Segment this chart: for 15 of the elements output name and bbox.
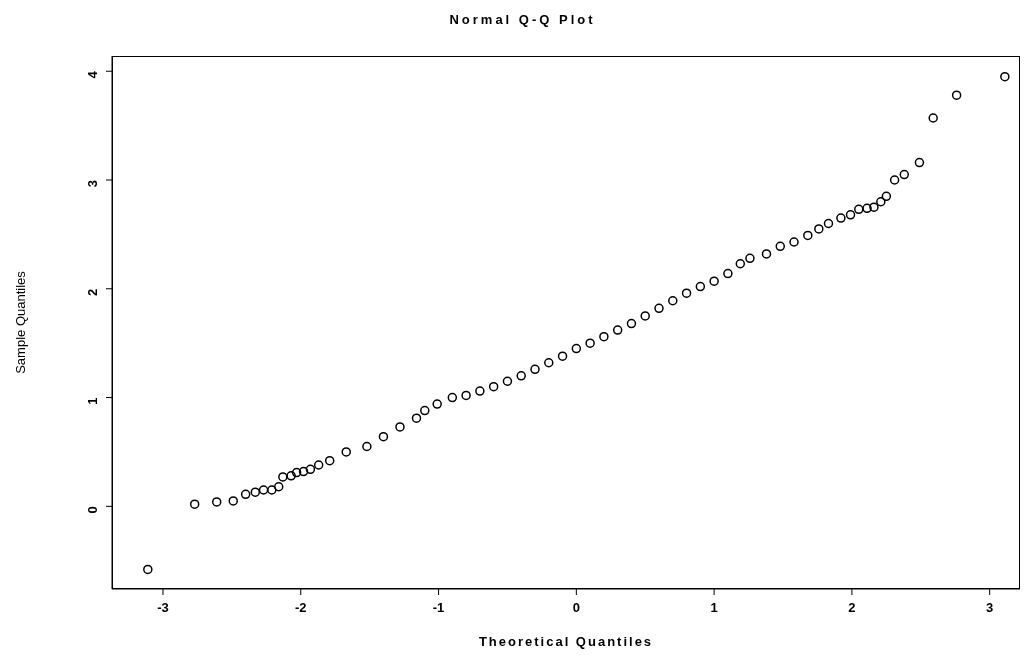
y-tick-label: 3: [84, 180, 100, 188]
x-tick-label: -1: [432, 600, 445, 616]
x-axis-title: Theoretical Quantiles: [478, 634, 654, 649]
x-tick-label: 3: [986, 600, 994, 616]
x-tick-label: 0: [572, 600, 580, 616]
y-tick-label: 1: [84, 397, 100, 405]
chart-title: Normal Q-Q Plot: [448, 12, 597, 27]
x-tick-label: -2: [294, 600, 307, 616]
x-tick-label: 2: [848, 600, 856, 616]
y-tick-label: 4: [84, 70, 100, 79]
y-tick-label: 2: [84, 288, 100, 297]
x-tick-label: 1: [710, 600, 718, 616]
y-tick-label: 0: [84, 506, 100, 514]
x-tick-label: -3: [157, 600, 169, 616]
y-axis-title: Sample Quantiles: [12, 270, 28, 374]
